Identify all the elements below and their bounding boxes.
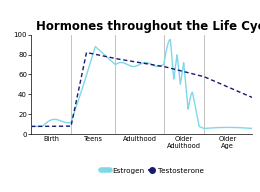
Text: Hormones throughout the Life Cycle: Hormones throughout the Life Cycle [36, 20, 260, 33]
Legend: Estrogen, Testosterone: Estrogen, Testosterone [101, 168, 204, 174]
